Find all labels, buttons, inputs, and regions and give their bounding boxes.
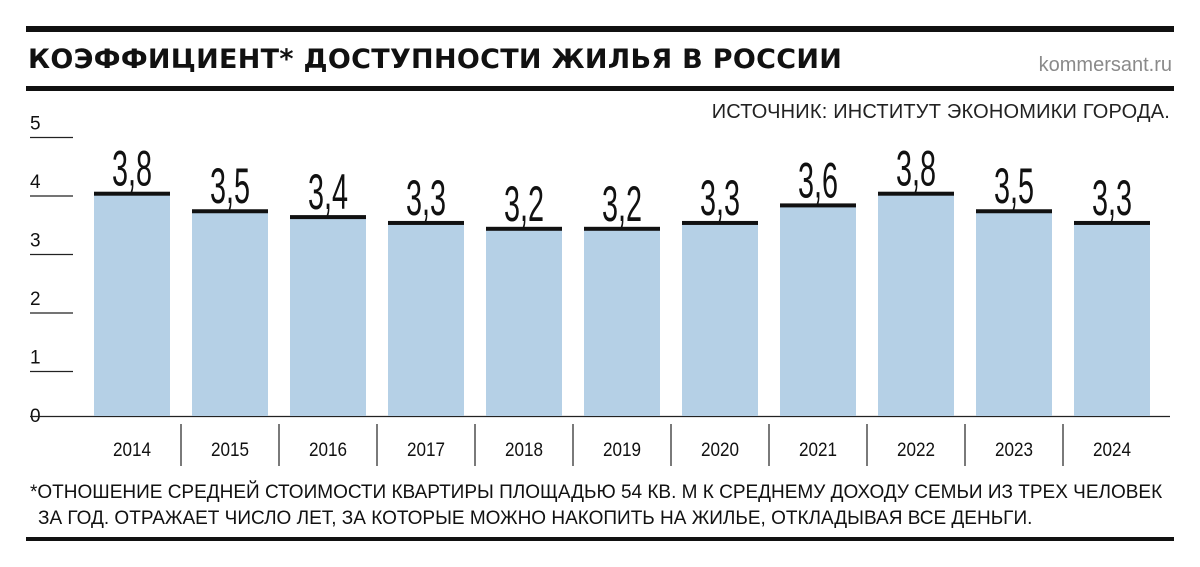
bar xyxy=(682,222,758,416)
x-tick-label: 2017 xyxy=(407,439,445,460)
bar-top-line xyxy=(584,226,660,231)
y-tick-label: 2 xyxy=(30,289,41,310)
bar-top-line xyxy=(1074,220,1150,225)
y-tick-label: 5 xyxy=(30,114,41,135)
bottom-rule xyxy=(26,537,1174,541)
bar-top-line xyxy=(192,209,268,214)
bar-chart: 0123453,820143,520153,420163,320173,2201… xyxy=(30,114,1170,466)
source-note: ИСТОЧНИК: ИНСТИТУТ ЭКОНОМИКИ ГОРОДА. xyxy=(711,101,1170,123)
bar-value-label: 3,2 xyxy=(602,175,642,231)
bar xyxy=(1074,222,1150,416)
bar-value-label: 3,3 xyxy=(1092,170,1132,226)
bar-value-label: 3,2 xyxy=(504,175,544,231)
x-tick-label: 2020 xyxy=(701,439,739,460)
x-tick-label: 2024 xyxy=(1093,439,1131,460)
x-tick-label: 2023 xyxy=(995,439,1033,460)
bar-top-line xyxy=(290,215,366,220)
bar-top-line xyxy=(486,226,562,231)
bar-top-line xyxy=(878,191,954,196)
bar xyxy=(388,222,464,416)
bar-top-line xyxy=(94,191,170,196)
x-tick-label: 2014 xyxy=(113,439,151,460)
y-tick-label: 3 xyxy=(30,231,41,252)
bar-top-line xyxy=(780,203,856,208)
chart-title: КОЭФФИЦИЕНТ* ДОСТУПНОСТИ ЖИЛЬЯ В РОССИИ xyxy=(28,44,843,75)
bar-value-label: 3,5 xyxy=(994,158,1034,214)
bar-value-label: 3,8 xyxy=(896,140,936,196)
bar-value-label: 3,5 xyxy=(210,158,250,214)
bar-value-label: 3,4 xyxy=(308,164,348,220)
y-tick-label: 4 xyxy=(30,172,41,193)
bar-value-label: 3,8 xyxy=(112,140,152,196)
bar xyxy=(290,217,366,416)
bar-top-line xyxy=(682,220,758,225)
x-tick-label: 2018 xyxy=(505,439,543,460)
title-rule xyxy=(26,86,1174,91)
x-tick-label: 2016 xyxy=(309,439,347,460)
bar xyxy=(486,228,562,416)
bar xyxy=(192,211,268,416)
bar xyxy=(584,228,660,416)
bar xyxy=(94,193,170,416)
bar-value-label: 3,6 xyxy=(798,152,838,208)
x-tick-label: 2022 xyxy=(897,439,935,460)
bar-top-line xyxy=(388,220,464,225)
x-tick-label: 2015 xyxy=(211,439,249,460)
top-rule xyxy=(26,26,1174,32)
bar-value-label: 3,3 xyxy=(700,170,740,226)
y-tick-label: 1 xyxy=(30,348,41,369)
bar-top-line xyxy=(976,209,1052,214)
site-name: kommersant.ru xyxy=(1038,54,1172,76)
footnote-line-1: *ОТНОШЕНИЕ СРЕДНЕЙ СТОИМОСТИ КВАРТИРЫ ПЛ… xyxy=(30,482,1163,503)
footnote-line-2: ЗА ГОД. ОТРАЖАЕТ ЧИСЛО ЛЕТ, ЗА КОТОРЫЕ М… xyxy=(38,508,1033,529)
bar xyxy=(878,193,954,416)
footnote: *ОТНОШЕНИЕ СРЕДНЕЙ СТОИМОСТИ КВАРТИРЫ ПЛ… xyxy=(30,480,1180,532)
bar xyxy=(780,205,856,416)
x-tick-label: 2021 xyxy=(799,439,837,460)
bar xyxy=(976,211,1052,416)
bar-value-label: 3,3 xyxy=(406,170,446,226)
x-tick-label: 2019 xyxy=(603,439,641,460)
